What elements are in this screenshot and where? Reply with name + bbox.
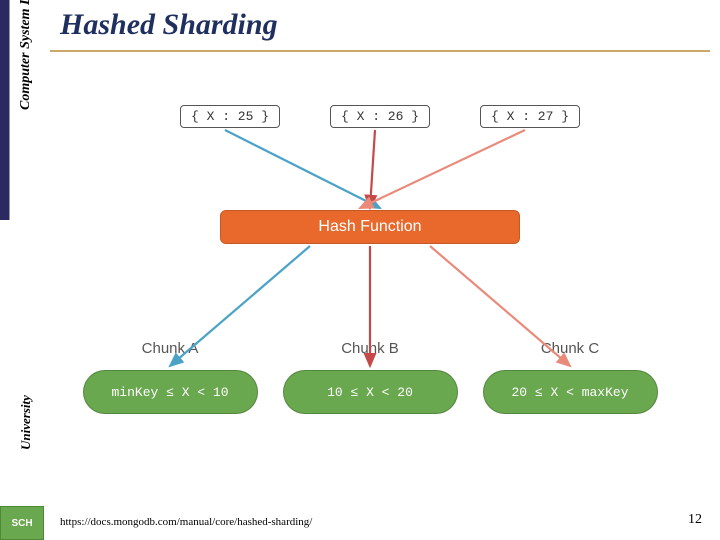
page-title: Hashed Sharding: [60, 8, 278, 42]
document-box-0: { X : 25 }: [180, 105, 280, 128]
document-text: { X : 25 }: [191, 109, 269, 124]
chunk-range-text: 20 ≤ X < maxKey: [511, 385, 628, 400]
hash-function-label: Hash Function: [318, 218, 421, 236]
chunk-range-box-b: 10 ≤ X < 20: [283, 370, 458, 414]
university-logo: SCH: [0, 506, 44, 540]
chunk-range-text: 10 ≤ X < 20: [327, 385, 413, 400]
document-text: { X : 27 }: [491, 109, 569, 124]
chunk-label-text: Chunk A: [142, 340, 199, 357]
page-number: 12: [688, 512, 702, 528]
hashed-sharding-diagram: { X : 25 } { X : 26 } { X : 27 } Hash Fu…: [70, 80, 690, 480]
chunk-label-a: Chunk A: [142, 340, 199, 357]
arrow-layer: [70, 80, 690, 480]
logo-text: SCH: [11, 518, 32, 529]
document-box-2: { X : 27 }: [480, 105, 580, 128]
title-underline: [50, 50, 710, 52]
left-sidebar: Computer System Lab. University SCH: [0, 0, 48, 540]
sidebar-lab-label: Computer System Lab.: [18, 0, 34, 110]
chunk-label-b: Chunk B: [341, 340, 399, 357]
footer-url: https://docs.mongodb.com/manual/core/has…: [60, 516, 312, 528]
sidebar-university-label: University: [18, 395, 34, 450]
document-text: { X : 26 }: [341, 109, 419, 124]
chunk-range-box-c: 20 ≤ X < maxKey: [483, 370, 658, 414]
chunk-label-text: Chunk C: [541, 340, 599, 357]
document-box-1: { X : 26 }: [330, 105, 430, 128]
hash-function-box: Hash Function: [220, 210, 520, 244]
chunk-range-box-a: minKey ≤ X < 10: [83, 370, 258, 414]
chunk-label-text: Chunk B: [341, 340, 399, 357]
chunk-range-text: minKey ≤ X < 10: [111, 385, 228, 400]
chunk-label-c: Chunk C: [541, 340, 599, 357]
